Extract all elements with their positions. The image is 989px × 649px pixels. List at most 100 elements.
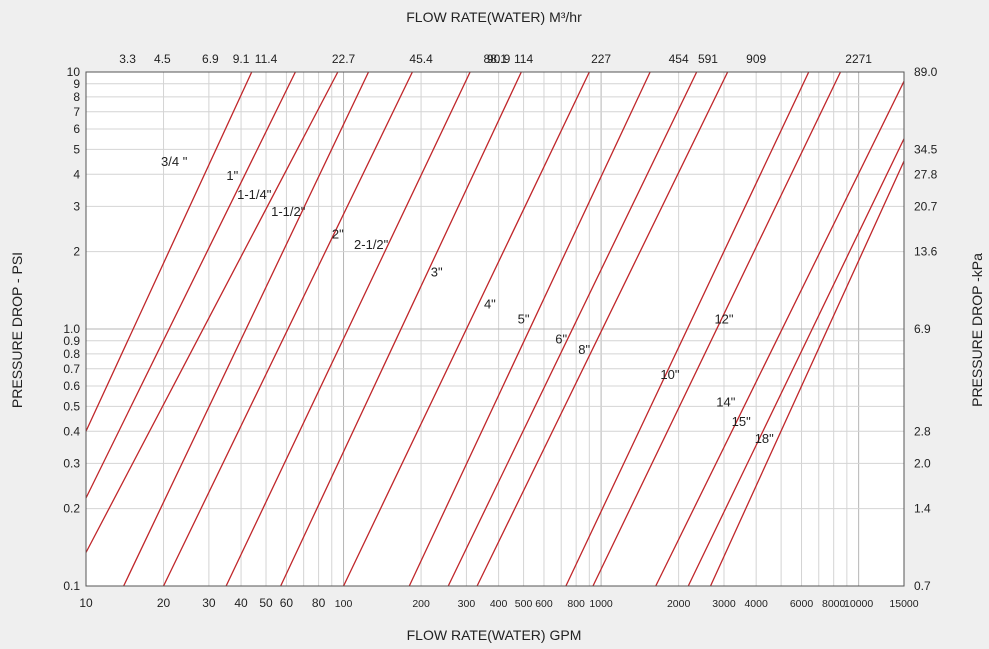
y2-tick-label: 27.8 bbox=[914, 167, 938, 181]
y-tick-label: 10 bbox=[67, 65, 81, 79]
pipe-size-line bbox=[280, 71, 522, 587]
x2-tick-label: 88.1 bbox=[484, 52, 508, 66]
x-tick-label: 10000 bbox=[844, 598, 873, 610]
pipe-size-label: 2" bbox=[332, 226, 344, 241]
pipe-size-label: 3" bbox=[431, 265, 443, 280]
x2-tick-label: 591 bbox=[698, 52, 718, 66]
x-tick-label: 2000 bbox=[667, 598, 691, 610]
x-tick-label: 30 bbox=[202, 596, 216, 610]
y-tick-label: 0.8 bbox=[63, 347, 80, 361]
x-tick-label: 800 bbox=[567, 598, 585, 610]
x-tick-label: 15000 bbox=[889, 598, 918, 610]
pipe-size-label: 6" bbox=[555, 331, 567, 346]
x2-tick-label: 6.9 bbox=[202, 52, 219, 66]
x2-tick-label: 22.7 bbox=[332, 52, 356, 66]
x-tick-label: 8000 bbox=[822, 598, 846, 610]
x-tick-label: 3000 bbox=[712, 598, 736, 610]
y2-tick-label: 1.4 bbox=[914, 502, 931, 516]
x-tick-label: 20 bbox=[157, 596, 171, 610]
y-tick-label: 0.7 bbox=[63, 362, 80, 376]
pipe-size-line bbox=[342, 71, 590, 587]
y-tick-label: 7 bbox=[73, 105, 80, 119]
pipe-size-label: 1-1/2" bbox=[271, 204, 306, 219]
y-tick-label: 1.0 bbox=[63, 322, 80, 336]
x2-tick-label: 227 bbox=[591, 52, 611, 66]
y-tick-label: 0.6 bbox=[63, 379, 80, 393]
pipe-size-line bbox=[123, 71, 370, 587]
y-tick-label: 8 bbox=[73, 90, 80, 104]
plot-frame bbox=[85, 71, 905, 587]
y2-tick-label: 2.8 bbox=[914, 424, 931, 438]
y-tick-label: 0.5 bbox=[63, 399, 80, 413]
pipe-size-label: 18" bbox=[755, 431, 774, 446]
x-tick-label: 500 bbox=[515, 598, 533, 610]
y-tick-label: 0.9 bbox=[63, 334, 80, 348]
x2-tick-label: 114 bbox=[514, 52, 533, 66]
x-tick-label: 80 bbox=[312, 596, 326, 610]
y-tick-label: 4 bbox=[73, 167, 80, 181]
pipe-size-label: 15" bbox=[732, 414, 751, 429]
x2-tick-label: 11.4 bbox=[255, 52, 278, 66]
pipe-size-line bbox=[565, 71, 810, 587]
pipe-size-label: 10" bbox=[660, 367, 679, 382]
pipe-size-line bbox=[408, 71, 651, 587]
pipe-size-line bbox=[447, 71, 698, 587]
x-axis-title: FLOW RATE(WATER) GPM bbox=[407, 627, 582, 643]
x-tick-label: 400 bbox=[490, 598, 508, 610]
y2-tick-label: 20.7 bbox=[914, 199, 938, 213]
x2-tick-label: 909 bbox=[746, 52, 766, 66]
y-tick-label: 2 bbox=[73, 245, 80, 259]
x-tick-label: 200 bbox=[412, 598, 430, 610]
x2-tick-label: 4.5 bbox=[154, 52, 171, 66]
y-tick-label: 9 bbox=[73, 77, 80, 91]
pipe-size-label: 8" bbox=[578, 342, 590, 357]
x-tick-label: 6000 bbox=[790, 598, 814, 610]
x-tick-label: 10 bbox=[79, 596, 93, 610]
y2-tick-label: 34.5 bbox=[914, 142, 938, 156]
x2-tick-label: 3.3 bbox=[119, 52, 136, 66]
y-tick-label: 5 bbox=[73, 142, 80, 156]
x2-axis-title: FLOW RATE(WATER) M³/hr bbox=[406, 9, 582, 25]
y2-tick-label: 13.6 bbox=[914, 245, 938, 259]
x-tick-label: 100 bbox=[335, 598, 353, 610]
pipe-size-line bbox=[592, 71, 842, 587]
pipe-size-line bbox=[655, 81, 905, 587]
pipe-size-label: 5" bbox=[518, 312, 530, 327]
y2-tick-label: 0.7 bbox=[914, 579, 931, 593]
pipe-size-line bbox=[162, 71, 413, 587]
y-tick-label: 0.4 bbox=[63, 424, 80, 438]
y-tick-label: 0.1 bbox=[63, 579, 80, 593]
pipe-size-line bbox=[225, 71, 471, 587]
series-label-layer: 3/4 " 1" 1-1/4" 1-1/2" 2" 2-1/2" 3" 4" 5" 6" 8" 10"… bbox=[161, 154, 774, 446]
x2-tick-label: 9.1 bbox=[233, 52, 250, 66]
x-tick-label: 4000 bbox=[744, 598, 768, 610]
pipe-size-label: 4" bbox=[484, 297, 496, 312]
x2-tick-label: 45.4 bbox=[409, 52, 433, 66]
x2-tick-label: 90.9 bbox=[487, 52, 511, 66]
grid-layer bbox=[85, 72, 904, 587]
x-tick-label: 1000 bbox=[589, 598, 613, 610]
x2-tick-label: 2271 bbox=[845, 52, 872, 66]
pipe-size-label: 14" bbox=[716, 394, 735, 409]
pipe-size-label: 1" bbox=[226, 168, 238, 183]
x-tick-label: 50 bbox=[259, 596, 273, 610]
x-tick-label: 600 bbox=[535, 598, 553, 610]
x-tick-label: 300 bbox=[458, 598, 476, 610]
x-tick-label: 40 bbox=[234, 596, 248, 610]
x-tick-label: 60 bbox=[280, 596, 294, 610]
pipe-size-label: 2-1/2" bbox=[354, 237, 389, 252]
pipe-size-label: 3/4 " bbox=[161, 154, 188, 169]
pipe-size-line bbox=[687, 138, 905, 587]
pipe-size-line bbox=[85, 71, 253, 432]
pipe-size-line bbox=[85, 71, 296, 499]
pipe-size-label: 1-1/4" bbox=[237, 187, 272, 202]
y2-axis-title: PRESSURE DROP -kPa bbox=[969, 253, 985, 407]
y2-tick-label: 2.0 bbox=[914, 456, 931, 470]
x2-tick-label: 454 bbox=[669, 52, 689, 66]
series-layer bbox=[85, 71, 905, 587]
y-tick-label: 0.2 bbox=[63, 502, 80, 516]
y-tick-label: 3 bbox=[73, 199, 80, 213]
pipe-size-line bbox=[709, 160, 905, 587]
